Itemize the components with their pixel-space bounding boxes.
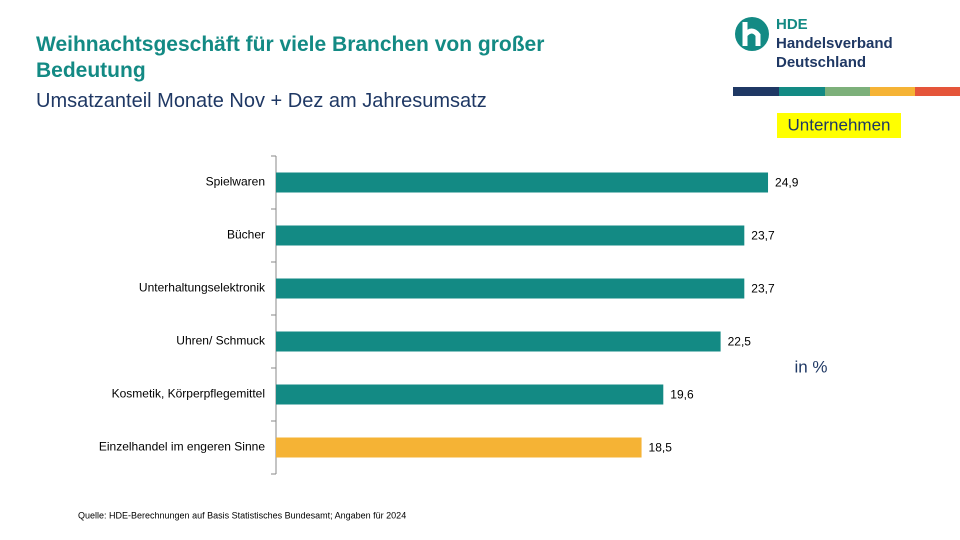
logo-abbr: HDE: [776, 16, 808, 33]
source: Quelle: HDE-Berechnungen auf Basis Stati…: [78, 510, 406, 520]
value-label: 22,5: [728, 335, 752, 349]
subtitle: Umsatzanteil Monate Nov + Dez am Jahresu…: [36, 90, 487, 112]
stripe: [779, 87, 825, 96]
logo-line: Handelsverband: [776, 35, 893, 52]
bar: [276, 278, 745, 299]
unit-label: in %: [794, 357, 827, 376]
category-label: Kosmetik, Körperpflegemittel: [112, 387, 265, 401]
value-label: 24,9: [775, 176, 799, 190]
bar: [276, 172, 769, 193]
logo-h: [742, 22, 761, 46]
value-label: 18,5: [649, 441, 673, 455]
title: Weihnachtsgeschäft für viele Branchen vo…: [36, 33, 545, 82]
stripe: [870, 87, 915, 96]
logo-line: Deutschland: [776, 54, 866, 71]
logo-mark: [735, 17, 769, 51]
stripe: [825, 87, 870, 96]
value-label: 23,7: [751, 229, 775, 243]
value-label: 23,7: [751, 282, 775, 296]
bar: [276, 331, 721, 352]
tag-highlight: [777, 113, 901, 138]
tag: Unternehmen: [787, 115, 890, 134]
bar: [276, 225, 745, 246]
category-label: Uhren/ Schmuck: [176, 334, 266, 348]
bar: [276, 437, 642, 458]
category-label: Einzelhandel im engeren Sinne: [99, 440, 265, 454]
value-label: 19,6: [670, 388, 694, 402]
stripe: [915, 87, 960, 96]
stripe: [733, 87, 779, 96]
category-label: Unterhaltungselektronik: [139, 281, 266, 295]
category-label: Bücher: [227, 228, 265, 242]
bar: [276, 384, 664, 405]
category-label: Spielwaren: [206, 175, 265, 189]
